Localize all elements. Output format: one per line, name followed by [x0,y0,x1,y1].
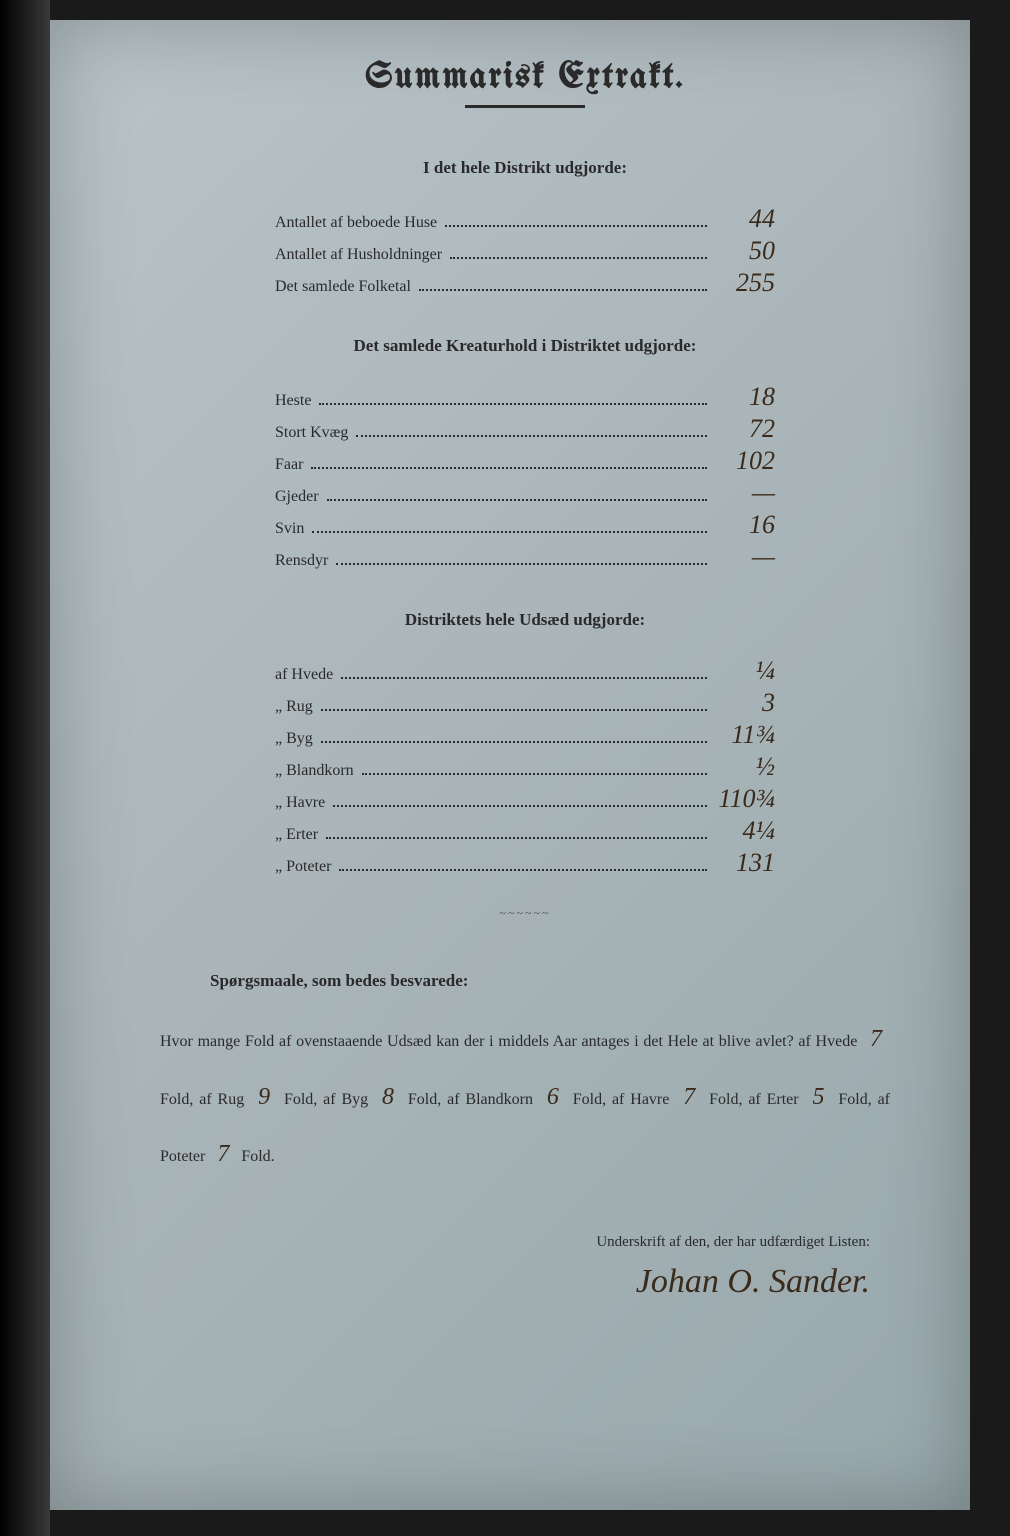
row-value: ½ [715,754,775,780]
q-val: 7 [209,1141,237,1167]
section1-heading: I det hele Distrikt udgjorde: [140,158,910,178]
table-row: Gjeder — [275,480,775,506]
section3-heading: Distriktets hele Udsæd udgjorde: [140,610,910,630]
q-val: 8 [374,1084,402,1110]
q-post: Fold, [160,1091,193,1108]
divider-ornament: ~~~~~~ [485,906,565,921]
q-val: 7 [675,1084,703,1110]
q-post: Fold, af Byg [284,1091,368,1108]
table-row: „ Blandkorn ½ [275,754,775,780]
row-value: 16 [715,512,775,538]
row-value: 3 [715,690,775,716]
q-val: 7 [862,1026,890,1052]
row-label: Rensdyr [275,552,328,570]
row-label: „ Blandkorn [275,762,354,780]
row-label: „ Erter [275,826,318,844]
leader-dots [336,562,707,565]
signature-block: Underskrift af den, der har udfærdiget L… [140,1234,870,1301]
row-value: 50 [715,238,775,264]
row-label: Svin [275,520,304,538]
row-label: Antallet af beboede Huse [275,214,437,232]
row-value: 131 [715,850,775,876]
section2-block: Heste 18 Stort Kvæg 72 Faar 102 Gjeder —… [275,384,775,570]
signature-label: Underskrift af den, der har udfærdiget L… [140,1234,870,1251]
table-row: „ Havre 110¾ [275,786,775,812]
q-val: 6 [539,1084,567,1110]
table-row: Faar 102 [275,448,775,474]
table-row: Stort Kvæg 72 [275,416,775,442]
page-title: Summarisk Extrakt. [140,60,910,97]
row-value: — [715,544,775,570]
leader-dots [327,498,707,501]
table-row: Antallet af beboede Huse 44 [275,206,775,232]
q-post: Fold, af Erter [709,1091,799,1108]
leader-dots [321,708,707,711]
row-label: Faar [275,456,303,474]
row-label: Gjeder [275,488,319,506]
table-row: „ Rug 3 [275,690,775,716]
section2-heading: Det samlede Kreaturhold i Distriktet udg… [140,336,910,356]
q-val: 9 [250,1084,278,1110]
section1-block: Antallet af beboede Huse 44 Antallet af … [275,206,775,296]
questions-intro: Hvor mange Fold af ovenstaaende Udsæd ka… [160,1033,794,1050]
q-post: Fold, [838,1091,871,1108]
title-rule [465,105,585,108]
leader-dots [362,772,707,775]
leader-dots [450,256,707,259]
leader-dots [312,530,707,533]
leader-dots [321,740,707,743]
row-value: 44 [715,206,775,232]
leader-dots [356,434,707,437]
table-row: „ Poteter 131 [275,850,775,876]
row-value: ¼ [715,658,775,684]
q-post: Fold, af Havre [573,1091,670,1108]
table-row: af Hvede ¼ [275,658,775,684]
questions-heading: Spørgsmaale, som bedes besvarede: [210,971,910,991]
table-row: Svin 16 [275,512,775,538]
leader-dots [311,466,707,469]
row-label: „ Havre [275,794,325,812]
row-label: Stort Kvæg [275,424,348,442]
table-row: „ Erter 4¼ [275,818,775,844]
row-label: Det samlede Folketal [275,278,411,296]
leader-dots [319,402,707,405]
row-label: „ Poteter [275,858,331,876]
row-value: 11¾ [715,722,775,748]
table-row: Heste 18 [275,384,775,410]
row-label: af Hvede [275,666,333,684]
q-post: Fold. [241,1148,274,1165]
table-row: Antallet af Husholdninger 50 [275,238,775,264]
leader-dots [326,836,707,839]
leader-dots [333,804,707,807]
q-pre: af Rug [199,1091,244,1108]
questions-paragraph: Hvor mange Fold af ovenstaaende Udsæd ka… [160,1011,890,1184]
row-value: 255 [715,270,775,296]
leader-dots [339,868,707,871]
q-post: Fold, af Blandkorn [408,1091,533,1108]
table-row: Det samlede Folketal 255 [275,270,775,296]
leader-dots [445,224,707,227]
row-label: Heste [275,392,311,410]
leader-dots [341,676,707,679]
q-pre: af Hvede [798,1033,857,1050]
table-row: „ Byg 11¾ [275,722,775,748]
leader-dots [419,288,707,291]
row-value: 102 [715,448,775,474]
table-row: Rensdyr — [275,544,775,570]
row-value: — [715,480,775,506]
row-value: 72 [715,416,775,442]
row-label: Antallet af Husholdninger [275,246,442,264]
section3-block: af Hvede ¼ „ Rug 3 „ Byg 11¾ „ Blandkorn… [275,658,775,876]
row-value: 18 [715,384,775,410]
row-label: „ Rug [275,698,313,716]
document-page: Summarisk Extrakt. I det hele Distrikt u… [50,20,970,1510]
q-val: 5 [804,1084,832,1110]
signature-name: Johan O. Sander. [140,1263,870,1301]
row-value: 4¼ [715,818,775,844]
row-value: 110¾ [715,786,775,812]
row-label: „ Byg [275,730,313,748]
